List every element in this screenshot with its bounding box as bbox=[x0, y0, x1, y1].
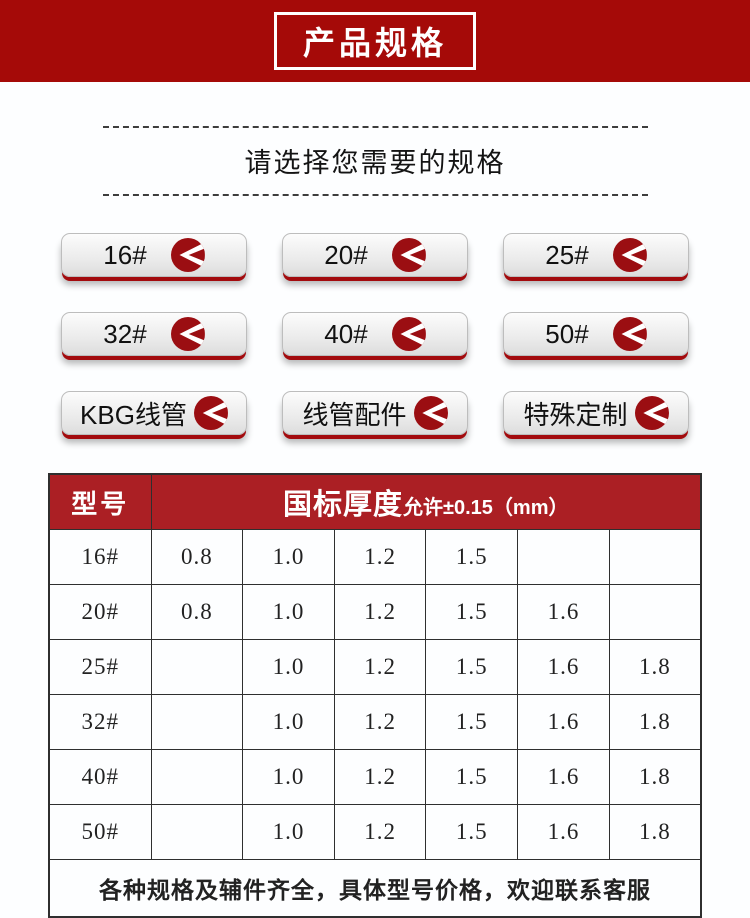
spec-button-50[interactable]: 50# bbox=[503, 312, 689, 356]
thickness-cell: 1.6 bbox=[517, 804, 610, 860]
spec-button-label: 32# bbox=[103, 318, 147, 349]
select-pie-icon bbox=[391, 317, 426, 351]
thickness-cell: 1.2 bbox=[333, 639, 427, 695]
select-pie-icon bbox=[612, 238, 647, 272]
thickness-cell: 1.8 bbox=[608, 804, 702, 860]
spec-table-header-row: 型号 国标厚度允许±0.15（mm） bbox=[48, 473, 702, 530]
spec-row: 16# 0.8 1.0 1.2 1.5 bbox=[48, 529, 702, 585]
select-pie-icon bbox=[634, 396, 669, 430]
select-pie-icon bbox=[170, 238, 205, 272]
banner: 产品规格 bbox=[0, 0, 750, 82]
thickness-column-header: 国标厚度允许±0.15（mm） bbox=[150, 473, 702, 530]
select-pie-icon bbox=[391, 238, 426, 272]
select-pie-icon bbox=[413, 396, 448, 430]
spec-table-footer-row: 各种规格及辅件齐全，具体型号价格，欢迎联系客服 bbox=[48, 859, 702, 918]
thickness-header-tolerance: 允许±0.15（mm） bbox=[403, 497, 569, 519]
thickness-cell: 1.0 bbox=[242, 639, 335, 695]
select-pie-icon bbox=[193, 396, 228, 430]
thickness-cell bbox=[517, 529, 610, 585]
thickness-cell: 1.2 bbox=[333, 694, 427, 750]
thickness-cell: 1.0 bbox=[242, 804, 335, 860]
thickness-cell: 1.6 bbox=[517, 584, 610, 640]
spec-row: 25# 1.0 1.2 1.5 1.6 1.8 bbox=[48, 639, 702, 695]
model-cell: 25# bbox=[48, 639, 152, 695]
model-column-header: 型号 bbox=[48, 473, 152, 530]
thickness-cell: 1.6 bbox=[517, 694, 610, 750]
spec-table: 型号 国标厚度允许±0.15（mm） 16# 0.8 1.0 1.2 1.5 2… bbox=[48, 473, 702, 918]
model-cell: 50# bbox=[48, 804, 152, 860]
section-heading: 请选择您需要的规格 bbox=[244, 148, 506, 178]
thickness-cell: 1.2 bbox=[333, 584, 427, 640]
thickness-cell: 1.6 bbox=[517, 749, 610, 805]
thickness-cell bbox=[608, 584, 702, 640]
thickness-cell: 1.2 bbox=[333, 749, 427, 805]
divider-line bbox=[102, 126, 648, 128]
thickness-cell: 1.5 bbox=[425, 639, 519, 695]
model-cell: 40# bbox=[48, 749, 152, 805]
thickness-cell: 1.5 bbox=[425, 529, 519, 585]
spec-button-label: 25# bbox=[545, 239, 589, 270]
thickness-cell: 0.8 bbox=[150, 529, 244, 585]
spec-button-40[interactable]: 40# bbox=[282, 312, 468, 356]
thickness-cell: 1.8 bbox=[608, 639, 702, 695]
thickness-cell: 1.2 bbox=[333, 529, 427, 585]
thickness-cell bbox=[150, 639, 244, 695]
thickness-cell: 1.5 bbox=[425, 694, 519, 750]
spec-row: 40# 1.0 1.2 1.5 1.6 1.8 bbox=[48, 749, 702, 805]
model-cell: 32# bbox=[48, 694, 152, 750]
category-button-kbg-conduit[interactable]: KBG线管 bbox=[61, 391, 247, 435]
model-cell: 16# bbox=[48, 529, 152, 585]
thickness-cell: 1.0 bbox=[242, 694, 335, 750]
spec-button-25[interactable]: 25# bbox=[503, 233, 689, 277]
spec-button-20[interactable]: 20# bbox=[282, 233, 468, 277]
category-button-custom[interactable]: 特殊定制 bbox=[503, 391, 689, 435]
thickness-cell bbox=[150, 749, 244, 805]
thickness-cell: 0.8 bbox=[150, 584, 244, 640]
divider-line bbox=[102, 194, 648, 196]
thickness-header-main: 国标厚度 bbox=[283, 489, 404, 521]
category-button-label: 线管配件 bbox=[302, 399, 407, 430]
thickness-cell: 1.6 bbox=[517, 639, 610, 695]
spec-button-grid: 16# 20# 25# 32# 40# 50# KBG线管 线管配件 特殊定制 bbox=[61, 233, 689, 435]
select-pie-icon bbox=[612, 317, 647, 351]
thickness-cell: 1.8 bbox=[608, 749, 702, 805]
model-cell: 20# bbox=[48, 584, 152, 640]
spec-button-label: 40# bbox=[324, 318, 368, 349]
thickness-cell: 1.8 bbox=[608, 694, 702, 750]
spec-row: 20# 0.8 1.0 1.2 1.5 1.6 bbox=[48, 584, 702, 640]
category-button-label: 特殊定制 bbox=[523, 399, 628, 430]
thickness-cell bbox=[150, 694, 244, 750]
contact-note: 各种规格及辅件齐全，具体型号价格，欢迎联系客服 bbox=[48, 859, 702, 918]
thickness-cell: 1.5 bbox=[425, 749, 519, 805]
spec-button-label: 50# bbox=[545, 318, 589, 349]
thickness-cell: 1.5 bbox=[425, 584, 519, 640]
category-button-label: KBG线管 bbox=[80, 399, 187, 430]
spec-row: 50# 1.0 1.2 1.5 1.6 1.8 bbox=[48, 804, 702, 860]
page-title: 产品规格 bbox=[273, 12, 476, 70]
spec-button-16[interactable]: 16# bbox=[61, 233, 247, 277]
spec-button-32[interactable]: 32# bbox=[61, 312, 247, 356]
thickness-cell: 1.2 bbox=[333, 804, 427, 860]
spec-row: 32# 1.0 1.2 1.5 1.6 1.8 bbox=[48, 694, 702, 750]
spec-button-label: 16# bbox=[103, 239, 147, 270]
thickness-cell: 1.0 bbox=[242, 584, 335, 640]
select-pie-icon bbox=[170, 317, 205, 351]
thickness-cell bbox=[608, 529, 702, 585]
thickness-cell: 1.0 bbox=[242, 529, 335, 585]
category-button-conduit-fittings[interactable]: 线管配件 bbox=[282, 391, 468, 435]
spec-button-label: 20# bbox=[324, 239, 368, 270]
thickness-cell: 1.0 bbox=[242, 749, 335, 805]
thickness-cell: 1.5 bbox=[425, 804, 519, 860]
thickness-cell bbox=[150, 804, 244, 860]
